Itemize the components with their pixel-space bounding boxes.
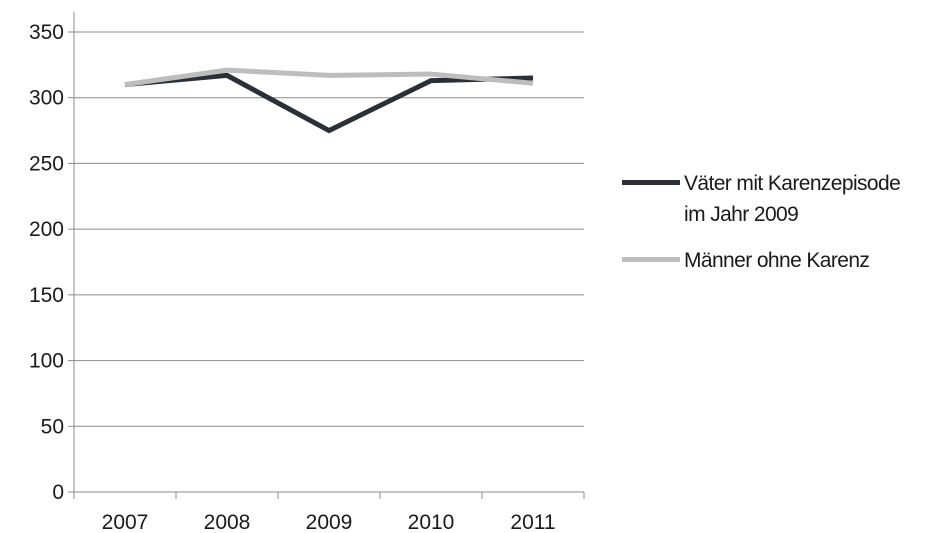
y-tick-label-50: 50 [41,415,64,438]
x-tick-label-2011: 2011 [510,511,555,533]
legend: Väter mit Karenzepisode im Jahr 2009 Män… [622,168,922,276]
y-tick-label-0: 0 [52,481,64,504]
y-tick-label-300: 300 [29,87,64,110]
axes [68,12,585,499]
y-tick-label-150: 150 [29,284,64,307]
legend-item-series-2: Männer ohne Karenz [622,245,922,276]
legend-swatch-series-2 [622,257,680,262]
x-tick-label-2009: 2009 [306,511,353,533]
x-tick-label-2008: 2008 [204,511,251,533]
tick-labels: 0 50 100 150 200 250 300 350 2007 2008 2009 2010 201… [29,21,556,533]
y-tick-label-200: 200 [29,218,64,241]
y-tick-label-250: 250 [29,152,64,175]
y-tick-label-350: 350 [29,21,64,44]
x-tick-label-2010: 2010 [408,511,455,533]
legend-label-series-1: Väter mit Karenzepisode im Jahr 2009 [684,172,901,226]
y-tick-label-100: 100 [29,350,64,373]
series-line-1 [124,72,534,134]
legend-item-series-1: Väter mit Karenzepisode im Jahr 2009 [622,168,922,230]
series-line-2 [124,67,534,88]
series-lines [124,67,534,134]
x-tick-label-2007: 2007 [102,511,149,533]
legend-label-series-2: Männer ohne Karenz [684,249,870,272]
gridlines [74,31,584,427]
legend-swatch-series-1 [622,180,680,185]
